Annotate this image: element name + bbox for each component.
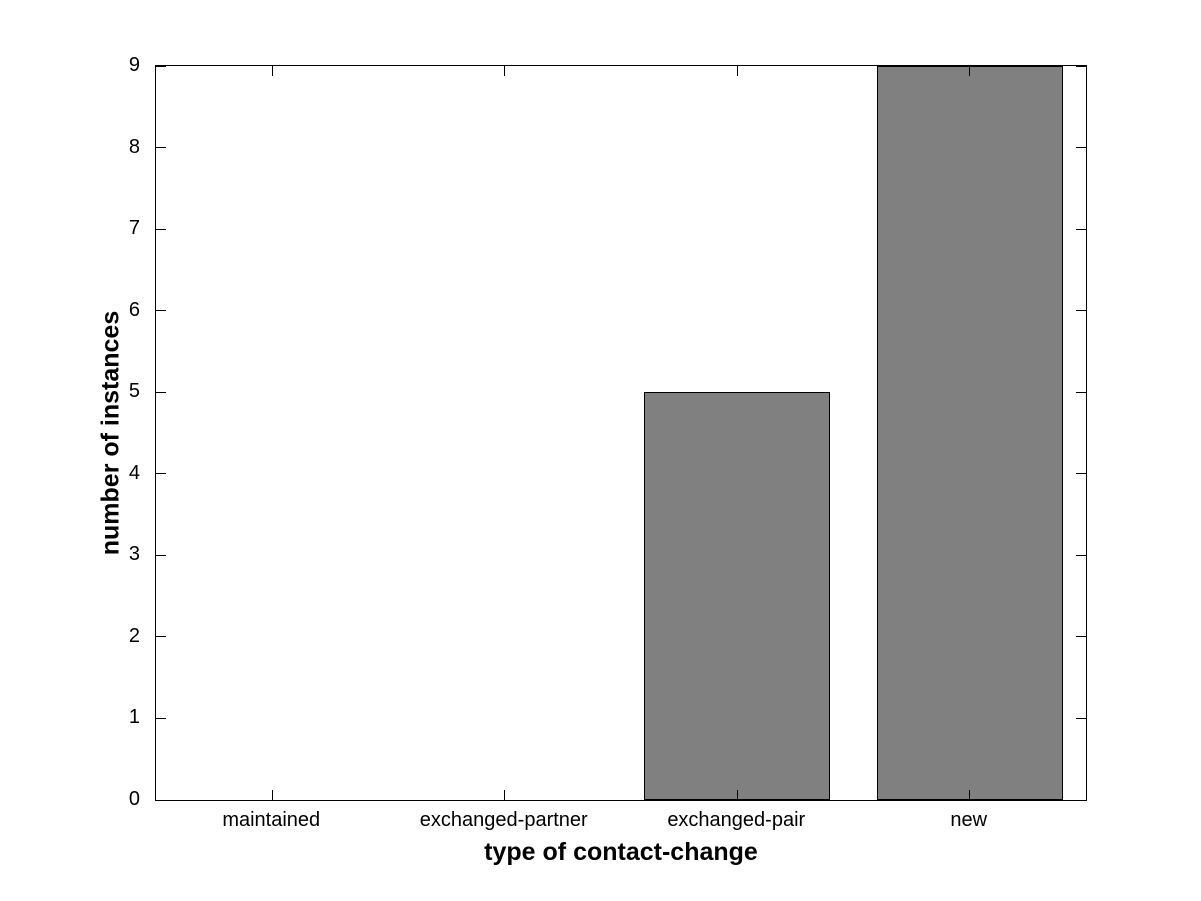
y-tick-right	[1076, 65, 1086, 67]
y-tick-label: 3	[128, 543, 140, 566]
y-tick-label: 2	[128, 624, 140, 647]
y-tick-right	[1076, 636, 1086, 638]
y-tick-label: 9	[128, 54, 140, 76]
x-tick-bottom	[504, 790, 506, 800]
y-tick-left	[156, 473, 166, 475]
bar-new	[876, 66, 1063, 800]
x-tick-top	[736, 66, 738, 76]
x-tick-label-maintained: maintained	[222, 809, 321, 831]
y-axis-label: number of instances	[96, 310, 125, 556]
y-tick-label: 0	[128, 788, 140, 810]
x-tick-label-new: new	[950, 809, 988, 831]
y-tick-right	[1076, 228, 1086, 230]
y-tick-left	[156, 391, 166, 393]
y-tick-left	[156, 228, 166, 230]
y-tick-label: 5	[128, 380, 140, 403]
bar-exchanged-pair	[644, 392, 831, 800]
x-tick-bottom	[271, 790, 273, 800]
x-tick-label-exchanged-pair: exchanged-pair	[667, 809, 806, 831]
y-tick-left	[156, 65, 166, 67]
x-tick-bottom	[736, 790, 738, 800]
y-tick-left	[156, 717, 166, 719]
y-tick-right	[1076, 554, 1086, 556]
y-tick-label: 1	[128, 706, 140, 729]
x-tick-top	[969, 66, 971, 76]
y-tick-right	[1076, 147, 1086, 149]
y-tick-label: 4	[128, 461, 140, 484]
y-tick-right	[1076, 391, 1086, 393]
x-tick-top	[504, 66, 506, 76]
y-tick-right	[1076, 799, 1086, 801]
x-tick-top	[271, 66, 273, 76]
x-tick-label-exchanged-partner: exchanged-partner	[419, 809, 588, 831]
y-tick-left	[156, 310, 166, 312]
y-tick-left	[156, 147, 166, 149]
y-tick-label: 6	[128, 298, 140, 321]
x-axis-label: type of contact-change	[484, 838, 758, 866]
y-tick-label: 7	[128, 217, 140, 240]
plot-area	[155, 65, 1087, 801]
y-tick-left	[156, 636, 166, 638]
y-tick-right	[1076, 310, 1086, 312]
y-tick-right	[1076, 717, 1086, 719]
y-tick-right	[1076, 473, 1086, 475]
x-tick-bottom	[969, 790, 971, 800]
y-tick-left	[156, 799, 166, 801]
y-tick-label: 8	[128, 135, 140, 158]
y-tick-left	[156, 554, 166, 556]
